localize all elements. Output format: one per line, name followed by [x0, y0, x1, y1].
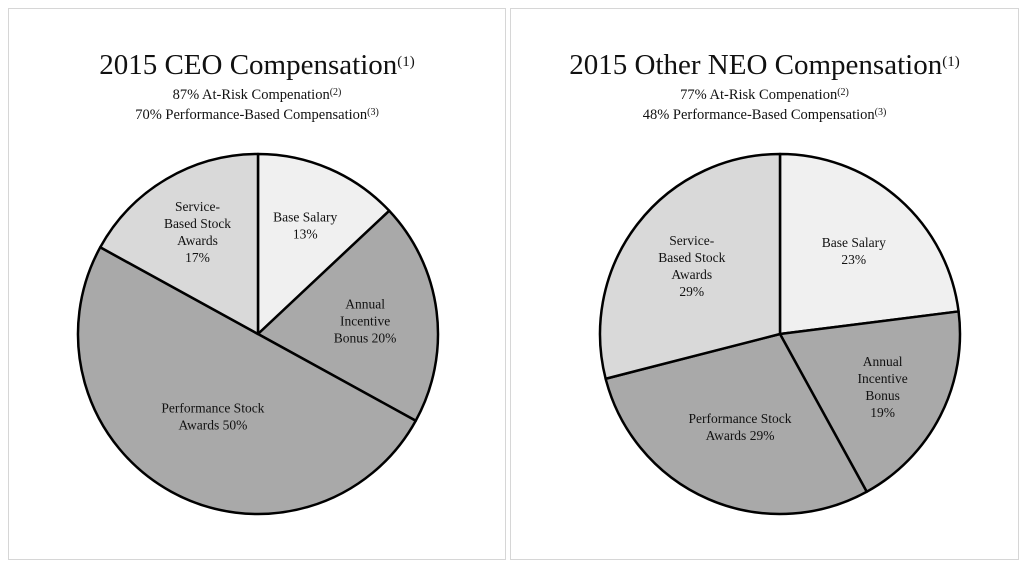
ceo-subtitle-performance: 70% Performance-Based Compensation(3)	[135, 107, 379, 123]
ceo-slice-label-line: 17%	[185, 250, 210, 265]
ceo-slice-label-0: Base Salary 13%	[273, 210, 337, 242]
ceo-slice-label-line: Based Stock	[164, 216, 231, 231]
neo-slice-label-line: Based Stock	[658, 250, 725, 265]
ceo-slice-2	[76, 246, 417, 516]
neo-slice-label-line: Bonus	[865, 388, 900, 403]
neo-slice-label-0: Base Salary 23%	[822, 235, 886, 267]
neo-slice-label-line: Annual	[863, 354, 903, 369]
neo-slice-1	[778, 310, 962, 493]
neo-slice-label-line: 23%	[841, 252, 866, 267]
neo-slice-label-1: Annual Incentive Bonus 19%	[857, 354, 907, 420]
neo-slice-label-line: Service-	[669, 233, 714, 248]
ceo-slice-label-line: Incentive	[340, 314, 390, 329]
neo-slice-label-line: 19%	[870, 405, 895, 420]
ceo-slice-label-3: Service- Based Stock Awards 17%	[164, 199, 231, 265]
neo-pie: Base Salary 23% Annual Incentive Bonus 19% Per…	[598, 152, 962, 516]
neo-subtitle-performance: 48% Performance-Based Compensation(3)	[642, 107, 887, 123]
ceo-slice-label-2: Performance Stock Awards 50%	[161, 401, 264, 433]
ceo-slice-3	[99, 152, 260, 336]
neo-slice-label-line: Performance Stock	[688, 411, 791, 426]
ceo-slice-label-line: Performance Stock	[161, 401, 264, 416]
ceo-slice-1	[256, 209, 440, 422]
ceo-slice-label-1: Annual Incentive Bonus 20%	[334, 297, 397, 346]
ceo-pie: Base Salary 13% Annual Incentive Bonus 20% Pe…	[76, 152, 440, 516]
ceo-slice-label-line: Annual	[345, 297, 385, 312]
neo-slice-2	[604, 332, 868, 516]
neo-subtitle-at-risk: 77% At-Risk Compenation(2)	[680, 87, 849, 103]
neo-slice-label-2: Performance Stock Awards 29%	[688, 411, 791, 443]
ceo-slice-label-line: Awards 50%	[178, 418, 247, 433]
ceo-slice-label-line: Awards	[177, 233, 218, 248]
ceo-slice-label-line: 13%	[293, 227, 318, 242]
neo-slice-3	[598, 152, 782, 381]
ceo-slice-label-line: Service-	[175, 199, 220, 214]
neo-slice-label-3: Service- Based Stock Awards 29%	[658, 233, 725, 299]
neo-slice-label-line: Base Salary	[822, 235, 886, 250]
ceo-slice-label-line: Bonus 20%	[334, 331, 397, 346]
neo-slice-label-line: Awards 29%	[706, 428, 775, 443]
ceo-subtitle-at-risk: 87% At-Risk Compenation(2)	[172, 87, 342, 103]
ceo-slice-0	[256, 152, 391, 336]
neo-slice-0	[778, 152, 960, 336]
neo-slice-label-line: Awards	[671, 267, 712, 282]
ceo-slice-label-line: Base Salary	[273, 210, 337, 225]
neo-slice-label-line: 29%	[679, 284, 704, 299]
neo-slice-label-line: Incentive	[857, 371, 907, 386]
ceo-chart-title: 2015 CEO Compensation(1)	[99, 49, 415, 81]
neo-chart-title: 2015 Other NEO Compensation(1)	[569, 49, 960, 81]
